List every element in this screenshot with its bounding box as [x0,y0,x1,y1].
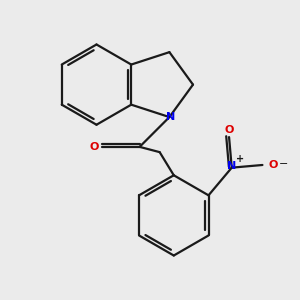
Text: O: O [268,160,278,170]
Text: −: − [279,158,289,169]
Text: O: O [89,142,99,152]
Text: N: N [166,112,176,122]
Text: +: + [236,154,244,164]
Text: O: O [224,125,234,135]
Text: N: N [227,161,236,171]
